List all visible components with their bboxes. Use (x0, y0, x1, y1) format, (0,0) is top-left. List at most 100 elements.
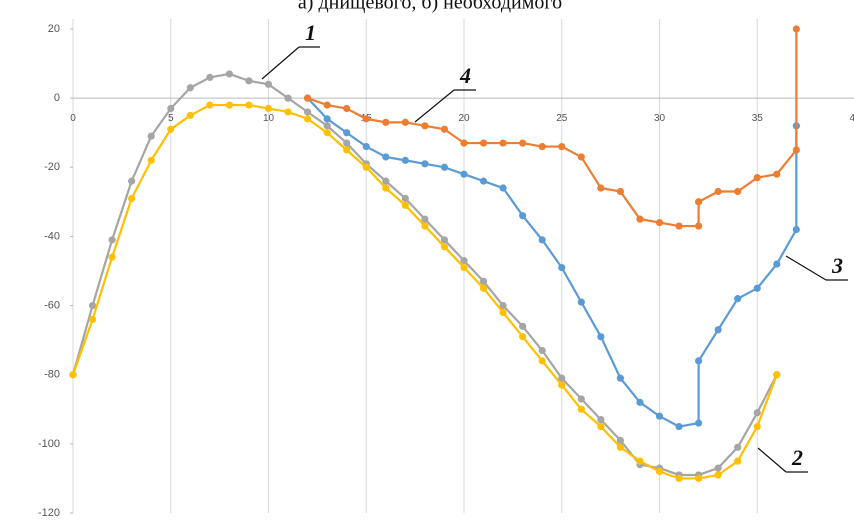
data-point (186, 84, 194, 92)
data-point (538, 346, 546, 355)
data-point (597, 333, 605, 341)
data-point (519, 333, 527, 341)
data-point (323, 122, 331, 130)
data-point (597, 184, 605, 192)
data-point (362, 142, 370, 151)
data-point (695, 474, 703, 483)
data-point (479, 139, 488, 147)
data-point (88, 315, 97, 323)
data-point (343, 104, 351, 113)
series-label: 3 (831, 253, 843, 278)
data-point (479, 177, 488, 185)
leader-line (261, 46, 300, 80)
series-label: 2 (791, 445, 803, 470)
data-point (597, 422, 605, 431)
data-point (128, 194, 136, 202)
data-point (558, 263, 566, 272)
data-point (695, 419, 703, 427)
data-point (499, 308, 507, 317)
data-point (362, 115, 370, 123)
data-point (714, 471, 722, 479)
data-point (245, 77, 253, 85)
data-point (753, 422, 761, 431)
x-tick-label: 10 (263, 113, 275, 124)
data-point (421, 122, 429, 130)
data-point (792, 25, 800, 33)
data-point (519, 322, 527, 330)
data-point (108, 253, 116, 261)
data-point (186, 111, 194, 120)
data-point (343, 146, 351, 154)
data-point (519, 139, 527, 147)
data-point (147, 156, 155, 164)
y-tick-label: -20 (44, 161, 60, 173)
data-point (440, 236, 449, 244)
data-point (499, 301, 507, 310)
data-point (577, 298, 585, 306)
data-point (734, 295, 742, 303)
y-tick-label: -80 (44, 369, 60, 381)
data-point (695, 357, 703, 365)
data-point (343, 139, 351, 147)
data-point (616, 436, 625, 444)
data-point (147, 132, 155, 140)
data-point (69, 371, 77, 379)
data-point (655, 219, 664, 227)
data-point (538, 142, 546, 151)
data-point (401, 118, 409, 126)
x-tick-label: 30 (654, 113, 666, 124)
data-point (597, 416, 605, 424)
data-point (792, 146, 800, 154)
data-point (421, 215, 429, 223)
data-point (460, 263, 468, 272)
data-point (225, 101, 233, 109)
data-point (401, 156, 409, 164)
data-point (362, 163, 370, 171)
data-point (792, 225, 800, 234)
y-tick-label: -40 (44, 230, 60, 242)
data-point (264, 80, 273, 88)
leader-line (757, 447, 787, 473)
data-point (304, 115, 312, 123)
data-point (734, 443, 742, 451)
y-tick-label: -60 (44, 299, 60, 311)
data-point (167, 104, 175, 113)
y-tick-label: 20 (48, 23, 60, 35)
data-point (440, 163, 449, 171)
x-tick-label: 20 (458, 113, 470, 124)
data-point (440, 125, 449, 133)
data-point (773, 170, 781, 178)
y-tick-label: -100 (38, 438, 60, 450)
data-point (636, 215, 644, 223)
data-point (284, 94, 292, 102)
data-point (382, 184, 390, 192)
series-line (71, 72, 778, 477)
x-tick-label: 40 (849, 113, 854, 124)
data-point (675, 222, 683, 230)
series-line (307, 29, 798, 228)
data-point (538, 357, 546, 365)
data-point (401, 201, 409, 209)
data-point (714, 464, 722, 472)
data-point (577, 405, 585, 413)
y-tick-label: 0 (54, 92, 60, 104)
data-point (479, 284, 488, 292)
data-point (519, 212, 527, 220)
y-tick-label: -120 (38, 507, 60, 519)
x-tick-label: 5 (168, 113, 174, 124)
data-point (773, 371, 781, 379)
data-point (675, 474, 683, 483)
data-point (753, 284, 761, 292)
series-line (306, 97, 798, 428)
data-point (264, 104, 273, 113)
data-point (558, 374, 566, 382)
data-point (616, 374, 625, 382)
data-point (382, 177, 390, 185)
data-point (655, 412, 664, 420)
data-point (440, 243, 449, 251)
data-point (577, 395, 585, 403)
data-point (206, 73, 214, 81)
data-point (558, 142, 566, 151)
data-point (655, 467, 664, 476)
